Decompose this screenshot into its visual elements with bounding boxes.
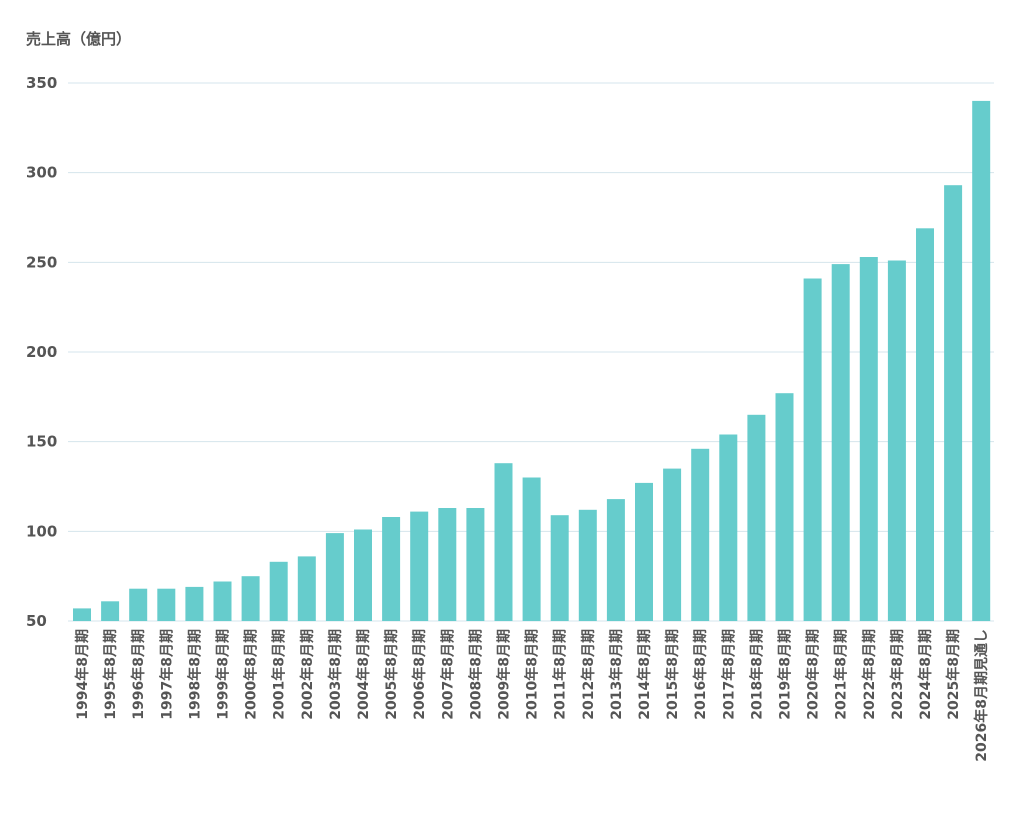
bar <box>101 601 120 621</box>
x-category-label: 2021年8月期 <box>833 629 850 720</box>
bar <box>859 257 878 621</box>
y-tick-label: 200 <box>26 343 57 361</box>
bar <box>550 515 569 621</box>
y-tick-label: 300 <box>26 164 57 182</box>
x-category-label: 2018年8月期 <box>748 629 765 720</box>
bar <box>185 586 204 621</box>
bar <box>663 468 682 621</box>
x-category-label: 2004年8月期 <box>355 629 372 720</box>
x-category-label: 2007年8月期 <box>439 629 456 720</box>
x-category-label: 2010年8月期 <box>524 629 541 720</box>
x-category-label: 2005年8月期 <box>383 629 400 720</box>
x-category-label: 2008年8月期 <box>467 629 484 720</box>
bar <box>803 278 822 621</box>
x-category-labels: 1994年8月期 1995年8月期 1996年8月期 1997年8月期 1998年8月期… <box>74 629 990 762</box>
bar <box>410 511 429 621</box>
bar <box>73 608 91 621</box>
x-category-label: 2019年8月期 <box>777 629 794 720</box>
y-tick-labels: 50 100 150 200 250 300 350 <box>26 74 57 630</box>
x-category-label: 2016年8月期 <box>692 629 709 720</box>
y-tick-label: 250 <box>26 253 57 271</box>
bar <box>438 508 457 621</box>
y-tick-label: 350 <box>26 74 57 92</box>
bar <box>916 228 934 622</box>
bar <box>213 581 232 621</box>
x-category-label: 2023年8月期 <box>889 629 906 720</box>
bar <box>635 482 653 621</box>
x-category-label: 2022年8月期 <box>861 629 878 720</box>
bar <box>494 463 513 621</box>
bar <box>747 414 766 621</box>
bar <box>269 561 288 621</box>
bar <box>775 393 794 621</box>
x-category-label: 1995年8月期 <box>102 629 119 720</box>
bar <box>241 576 260 621</box>
y-tick-label: 150 <box>26 433 57 451</box>
bar <box>354 529 372 621</box>
x-category-label: 2017年8月期 <box>720 629 737 720</box>
x-category-label: 2015年8月期 <box>664 629 681 720</box>
bar <box>887 260 906 621</box>
x-category-label: 2026年8月期見通し <box>973 629 990 762</box>
x-category-label: 2020年8月期 <box>805 629 822 720</box>
x-category-label: 2009年8月期 <box>496 629 513 720</box>
y-axis-label: 売上高（億円） <box>26 30 131 48</box>
bar <box>719 434 738 621</box>
x-category-label: 2024年8月期 <box>917 629 934 720</box>
x-category-label: 1998年8月期 <box>186 629 203 720</box>
bars <box>73 100 991 622</box>
x-category-label: 1999年8月期 <box>215 629 232 720</box>
x-category-label: 2013年8月期 <box>608 629 625 720</box>
x-category-label: 2025年8月期 <box>945 629 962 720</box>
y-tick-label: 100 <box>26 522 57 540</box>
bar <box>944 185 963 621</box>
x-category-label: 2002年8月期 <box>299 629 316 720</box>
bar <box>606 499 625 621</box>
bar <box>297 556 316 621</box>
bar <box>157 588 176 621</box>
x-category-label: 2003年8月期 <box>327 629 344 720</box>
bar <box>691 448 710 621</box>
bar <box>522 477 541 621</box>
x-category-label: 2006年8月期 <box>411 629 428 720</box>
bar <box>382 517 401 621</box>
x-category-label: 1996年8月期 <box>130 629 147 720</box>
bar <box>578 509 597 621</box>
y-tick-label: 50 <box>26 612 47 630</box>
x-category-label: 2001年8月期 <box>271 629 288 720</box>
x-category-label: 2012年8月期 <box>580 629 597 720</box>
bar <box>129 588 148 621</box>
bar <box>325 533 344 621</box>
x-category-label: 2011年8月期 <box>552 629 569 720</box>
x-category-label: 1997年8月期 <box>158 629 175 720</box>
bar <box>972 100 991 621</box>
x-category-label: 2014年8月期 <box>636 629 653 720</box>
bar <box>831 264 850 621</box>
gridlines <box>68 82 994 622</box>
x-category-label: 2000年8月期 <box>243 629 260 720</box>
x-category-label: 1994年8月期 <box>74 629 91 720</box>
bar <box>466 508 485 621</box>
